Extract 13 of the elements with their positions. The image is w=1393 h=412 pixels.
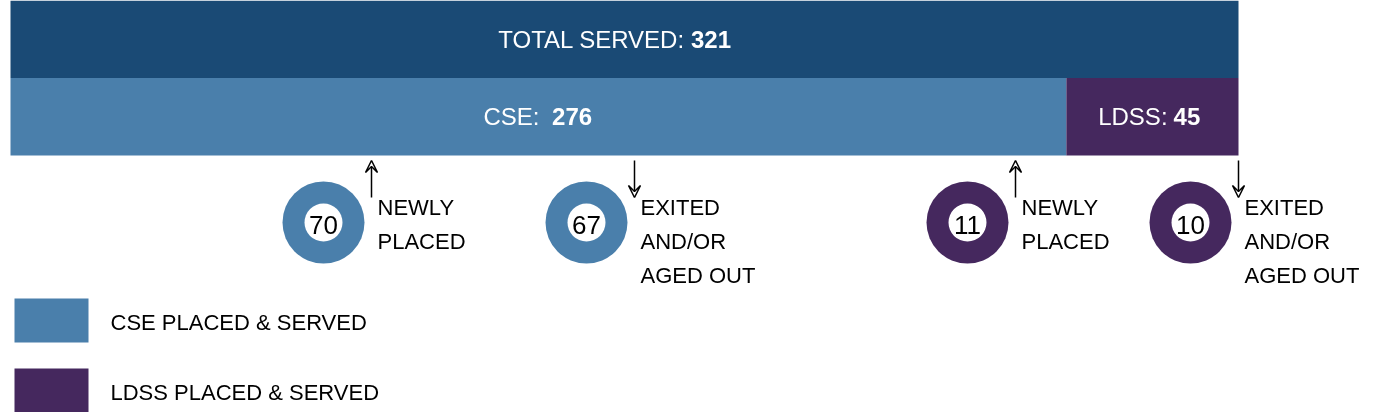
data-label: CSE: 276 [483,103,593,131]
data-label: LDSS: 45 [1098,103,1201,131]
text: 67 [572,209,601,240]
text: NEWLY PLACED [377,195,466,254]
text: EXITED AND/OR AGED OUT [1244,195,1360,288]
legend-label: LDSS PLACED & SERVED [110,380,380,405]
text: 10 [1176,209,1205,240]
text: EXITED AND/OR AGED OUT [640,195,756,288]
text: 11 [954,209,981,240]
text: NEWLY PLACED [1021,195,1110,254]
text: 70 [309,209,338,240]
data-label: TOTAL SERVED: 321 [498,25,732,53]
legend-label: CSE PLACED & SERVED [110,310,367,335]
